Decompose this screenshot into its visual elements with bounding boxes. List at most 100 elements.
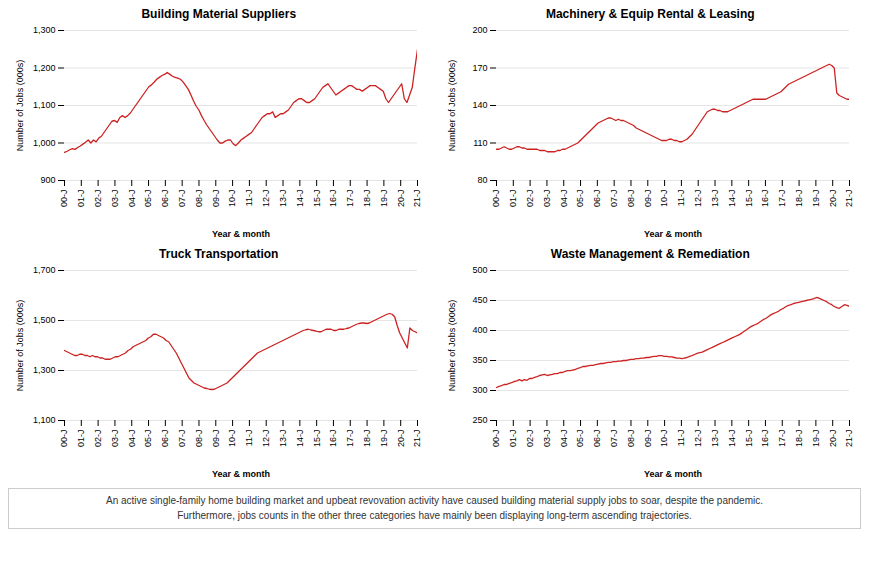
svg-text:15-J: 15-J [312, 190, 322, 208]
svg-text:Number of Jobs (000s): Number of Jobs (000s) [446, 60, 456, 152]
svg-text:10-J: 10-J [227, 430, 237, 448]
svg-text:07-J: 07-J [609, 190, 619, 208]
svg-text:1,100: 1,100 [33, 100, 56, 110]
svg-text:1,000: 1,000 [33, 138, 56, 148]
svg-text:12-J: 12-J [261, 190, 271, 208]
svg-text:450: 450 [472, 295, 487, 305]
svg-text:21-J: 21-J [412, 430, 422, 448]
svg-text:01-J: 01-J [76, 190, 86, 208]
svg-text:300: 300 [472, 385, 487, 395]
svg-text:Number of Jobs (000s): Number of Jobs (000s) [446, 300, 456, 392]
svg-text:Number of Jobs (000s): Number of Jobs (000s) [15, 300, 25, 392]
svg-text:11-J: 11-J [244, 190, 254, 207]
svg-text:19-J: 19-J [810, 430, 820, 448]
svg-text:07-J: 07-J [609, 430, 619, 448]
svg-text:17-J: 17-J [777, 430, 787, 448]
svg-text:06-J: 06-J [160, 190, 170, 208]
svg-text:04-J: 04-J [127, 190, 137, 208]
svg-text:03-J: 03-J [110, 430, 120, 448]
svg-text:14-J: 14-J [726, 430, 736, 448]
svg-text:17-J: 17-J [345, 430, 355, 448]
svg-text:06-J: 06-J [592, 190, 602, 208]
svg-text:03-J: 03-J [541, 190, 551, 208]
svg-text:17-J: 17-J [345, 190, 355, 208]
svg-text:04-J: 04-J [558, 190, 568, 208]
svg-text:350: 350 [472, 355, 487, 365]
svg-text:170: 170 [472, 63, 487, 73]
svg-text:500: 500 [472, 265, 487, 275]
svg-text:900: 900 [40, 175, 55, 185]
svg-text:09-J: 09-J [211, 190, 221, 208]
svg-text:80: 80 [477, 175, 487, 185]
svg-text:07-J: 07-J [177, 430, 187, 448]
svg-text:16-J: 16-J [760, 190, 770, 208]
svg-text:11-J: 11-J [676, 190, 686, 207]
svg-text:13-J: 13-J [278, 430, 288, 448]
svg-text:02-J: 02-J [524, 430, 534, 448]
svg-text:03-J: 03-J [110, 190, 120, 208]
svg-text:08-J: 08-J [625, 430, 635, 448]
svg-text:15-J: 15-J [743, 190, 753, 208]
svg-text:20-J: 20-J [396, 430, 406, 448]
svg-text:18-J: 18-J [793, 430, 803, 448]
svg-text:13-J: 13-J [278, 190, 288, 208]
svg-text:11-J: 11-J [676, 430, 686, 447]
svg-text:12-J: 12-J [693, 190, 703, 208]
svg-text:08-J: 08-J [194, 190, 204, 208]
svg-text:1,100: 1,100 [33, 415, 56, 425]
svg-text:06-J: 06-J [160, 430, 170, 448]
svg-text:15-J: 15-J [312, 430, 322, 448]
svg-text:Year & month: Year & month [643, 469, 701, 479]
svg-text:21-J: 21-J [844, 430, 854, 448]
svg-text:1,200: 1,200 [33, 63, 56, 73]
svg-text:Number of Jobs (000s): Number of Jobs (000s) [15, 60, 25, 152]
svg-text:16-J: 16-J [328, 190, 338, 208]
svg-text:14-J: 14-J [295, 430, 305, 448]
svg-text:04-J: 04-J [558, 430, 568, 448]
svg-text:1,300: 1,300 [33, 365, 56, 375]
svg-text:20-J: 20-J [827, 430, 837, 448]
svg-text:15-J: 15-J [743, 430, 753, 448]
svg-text:00-J: 00-J [59, 430, 69, 448]
svg-text:08-J: 08-J [625, 190, 635, 208]
svg-text:200: 200 [472, 25, 487, 35]
svg-text:01-J: 01-J [508, 430, 518, 448]
svg-text:05-J: 05-J [143, 190, 153, 208]
svg-text:06-J: 06-J [592, 430, 602, 448]
svg-text:00-J: 00-J [491, 190, 501, 208]
svg-text:19-J: 19-J [379, 190, 389, 208]
svg-text:10-J: 10-J [659, 430, 669, 448]
svg-text:19-J: 19-J [810, 190, 820, 208]
svg-text:1,500: 1,500 [33, 315, 56, 325]
svg-text:12-J: 12-J [693, 430, 703, 448]
svg-text:09-J: 09-J [642, 430, 652, 448]
svg-text:250: 250 [472, 415, 487, 425]
svg-text:16-J: 16-J [760, 430, 770, 448]
svg-text:03-J: 03-J [541, 430, 551, 448]
svg-text:04-J: 04-J [127, 430, 137, 448]
svg-text:09-J: 09-J [642, 190, 652, 208]
svg-text:02-J: 02-J [524, 190, 534, 208]
svg-text:1,300: 1,300 [33, 25, 56, 35]
svg-text:10-J: 10-J [227, 190, 237, 208]
svg-text:Year & month: Year & month [643, 229, 701, 239]
svg-text:05-J: 05-J [575, 430, 585, 448]
svg-text:13-J: 13-J [709, 190, 719, 208]
svg-text:17-J: 17-J [777, 190, 787, 208]
svg-text:Year & month: Year & month [212, 469, 270, 479]
svg-text:01-J: 01-J [508, 190, 518, 208]
svg-text:05-J: 05-J [143, 430, 153, 448]
svg-text:16-J: 16-J [328, 430, 338, 448]
svg-text:09-J: 09-J [211, 430, 221, 448]
svg-text:05-J: 05-J [575, 190, 585, 208]
svg-text:01-J: 01-J [76, 430, 86, 448]
svg-text:20-J: 20-J [827, 190, 837, 208]
svg-text:140: 140 [472, 100, 487, 110]
svg-text:18-J: 18-J [793, 190, 803, 208]
svg-text:12-J: 12-J [261, 430, 271, 448]
svg-text:07-J: 07-J [177, 190, 187, 208]
svg-text:00-J: 00-J [491, 430, 501, 448]
svg-text:14-J: 14-J [726, 190, 736, 208]
svg-text:08-J: 08-J [194, 430, 204, 448]
svg-text:02-J: 02-J [93, 190, 103, 208]
